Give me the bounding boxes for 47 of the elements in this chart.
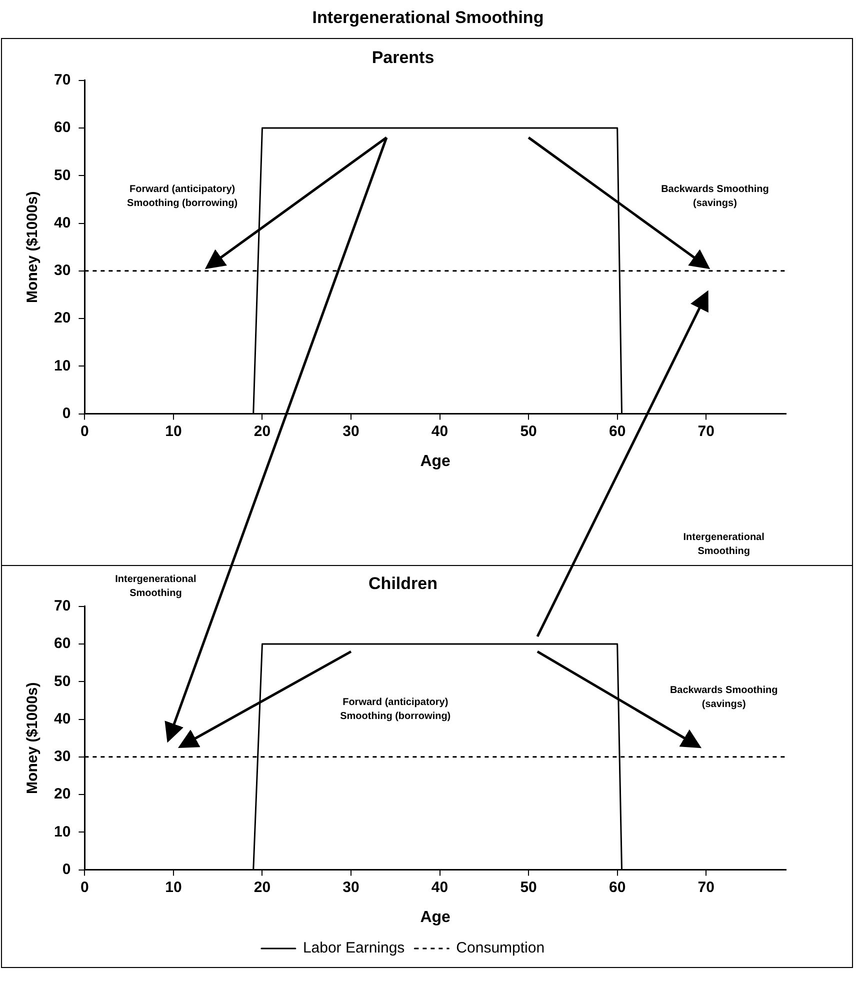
legend-label: Labor Earnings <box>302 940 405 957</box>
y-tick-label: 60 <box>54 119 71 136</box>
text: Intergenerational Smoothing <box>682 531 766 560</box>
y-tick-label: 10 <box>54 823 71 840</box>
x-tick-label: 60 <box>608 878 626 896</box>
x-tick-label: 10 <box>165 422 182 440</box>
y-tick-label: 50 <box>54 672 71 690</box>
x-tick-label: 60 <box>608 422 626 440</box>
y-tick-label: 40 <box>54 710 71 728</box>
x-tick-label: 50 <box>520 422 537 440</box>
x-tick-label: 50 <box>520 878 537 896</box>
x-tick-label: 30 <box>342 878 360 896</box>
y-tick-label: 70 <box>54 598 71 615</box>
y-tick-label: 30 <box>54 748 71 766</box>
y-tick-label: 20 <box>54 786 71 803</box>
x-tick-label: 30 <box>342 422 360 440</box>
x-tick-label: 20 <box>254 878 271 896</box>
y-tick-label: 0 <box>62 404 71 422</box>
y-axis-title: Money ($1000s) <box>24 682 42 794</box>
chart-subtitle: Parents <box>372 48 434 67</box>
x-tick-label: 20 <box>254 422 271 440</box>
x-tick-label: 0 <box>80 878 89 896</box>
y-tick-label: 70 <box>54 72 71 89</box>
y-tick-label: 50 <box>54 166 71 184</box>
y-axis-title: Money ($1000s) <box>24 191 42 303</box>
chart-title: Children <box>368 574 438 593</box>
y-tick-label: 10 <box>54 357 71 374</box>
legend-label: Consumption <box>456 940 545 957</box>
y-tick-label: 30 <box>54 262 71 280</box>
y-tick-label: 60 <box>54 635 71 652</box>
annotation: Backwards Smoothing (savings) <box>660 183 770 212</box>
x-tick-label: 70 <box>698 878 714 896</box>
annotation: Forward (anticipatory) Smoothing (borrowing) <box>339 696 452 724</box>
annotation: Backwards Smoothing (savings) <box>668 684 779 712</box>
chart-title: Intergenerational Smoothing <box>311 8 545 28</box>
x-tick-label: 0 <box>80 422 89 440</box>
text: Intergenerational Smoothing <box>114 573 198 602</box>
y-tick-label: 0 <box>62 860 71 878</box>
x-tick-label: 40 <box>431 878 448 896</box>
x-tick-label: 70 <box>698 422 714 440</box>
y-tick-label: 40 <box>54 214 71 232</box>
y-tick-label: 20 <box>54 310 71 327</box>
x-axis-title: Age <box>420 908 451 926</box>
x-tick-label: 40 <box>431 422 448 440</box>
annotation: Forward (anticipatory) Smoothing (borrowing) <box>126 183 239 212</box>
x-axis-title: Age <box>420 452 451 470</box>
x-tick-label: 10 <box>165 878 182 896</box>
